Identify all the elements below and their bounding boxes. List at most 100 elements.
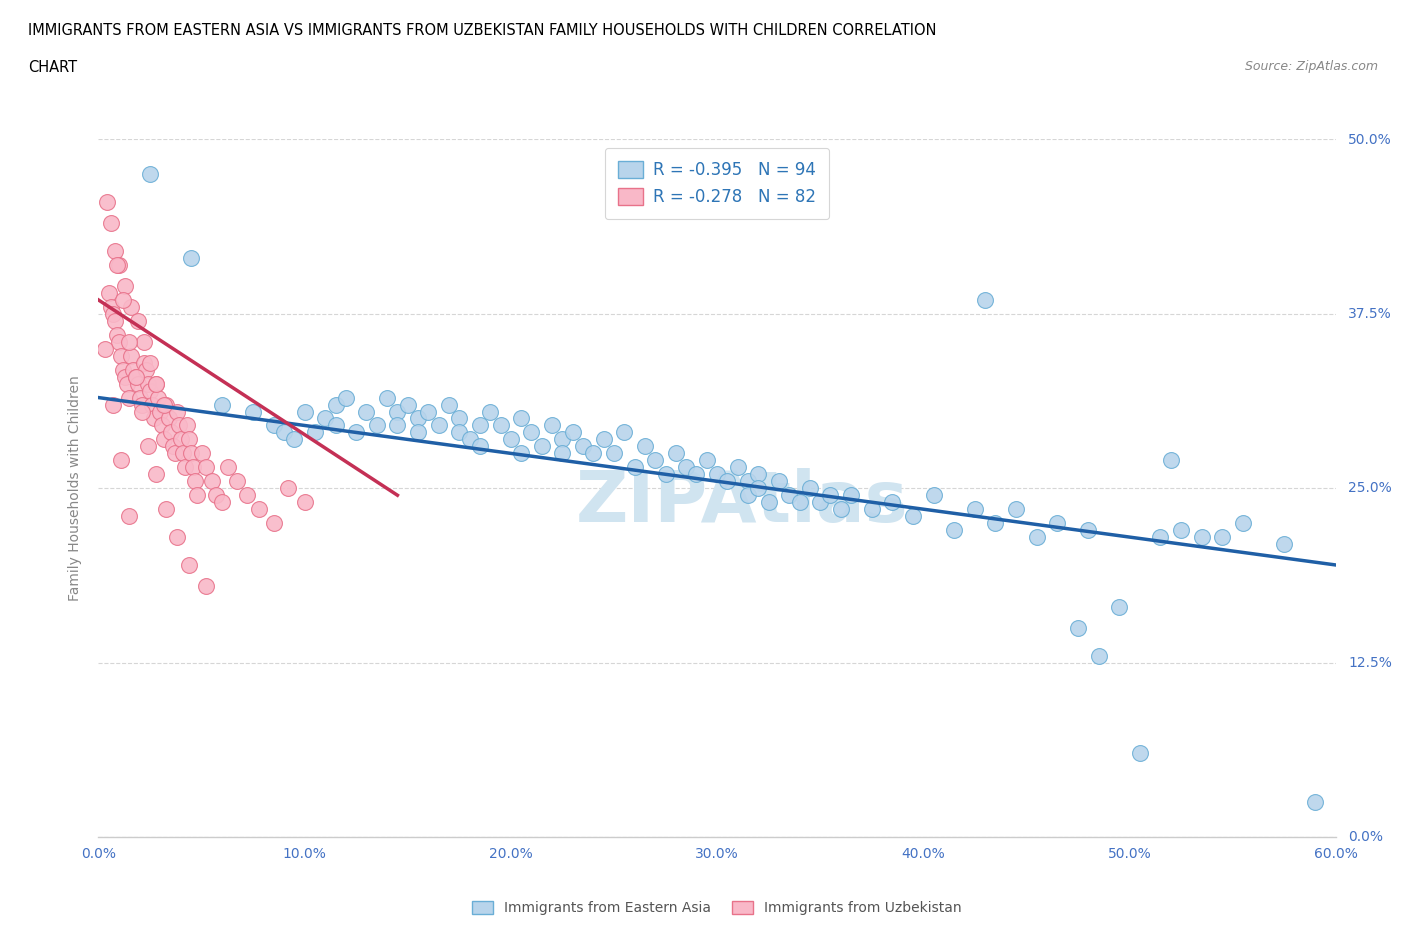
Point	[654, 467, 676, 482]
Point	[124, 369, 146, 384]
Point	[1067, 620, 1090, 635]
Point	[427, 418, 450, 433]
Point	[225, 474, 247, 489]
Point	[418, 404, 440, 418]
Point	[839, 488, 862, 503]
Point	[1046, 515, 1069, 530]
Point	[406, 411, 429, 426]
Point	[737, 474, 759, 489]
Point	[277, 481, 299, 496]
Point	[155, 397, 177, 412]
Point	[167, 418, 190, 433]
Point	[499, 432, 522, 447]
Point	[180, 251, 202, 266]
Point	[211, 397, 233, 412]
Point	[458, 432, 481, 447]
Point	[153, 397, 176, 412]
Point	[143, 411, 166, 426]
Point	[166, 530, 188, 545]
Point	[1211, 530, 1233, 545]
Point	[665, 445, 688, 460]
Point	[127, 313, 149, 328]
Point	[644, 453, 666, 468]
Y-axis label: Family Households with Children: Family Households with Children	[67, 376, 82, 601]
Point	[131, 404, 153, 418]
Text: 0.0%: 0.0%	[1348, 830, 1384, 844]
Point	[768, 474, 790, 489]
Point	[141, 397, 163, 412]
Point	[145, 376, 167, 391]
Point	[922, 488, 945, 503]
Point	[100, 299, 122, 314]
Point	[120, 349, 142, 364]
Point	[758, 495, 780, 510]
Point	[108, 334, 131, 349]
Point	[132, 355, 155, 370]
Point	[366, 418, 388, 433]
Point	[150, 418, 173, 433]
Point	[242, 404, 264, 418]
Point	[112, 293, 135, 308]
Point	[148, 391, 170, 405]
Point	[727, 460, 749, 474]
Point	[860, 502, 883, 517]
Point	[211, 495, 233, 510]
Point	[124, 369, 146, 384]
Point	[984, 515, 1007, 530]
Point	[122, 362, 145, 378]
Point	[437, 397, 460, 412]
Point	[325, 397, 347, 412]
Point	[974, 293, 997, 308]
Text: CHART: CHART	[28, 60, 77, 75]
Point	[139, 355, 162, 370]
Point	[1149, 530, 1171, 545]
Point	[201, 474, 224, 489]
Point	[634, 439, 657, 454]
Point	[479, 404, 502, 418]
Point	[603, 445, 626, 460]
Point	[510, 445, 533, 460]
Point	[449, 425, 471, 440]
Point	[1005, 502, 1028, 517]
Point	[1129, 746, 1152, 761]
Point	[105, 258, 128, 272]
Point	[136, 376, 159, 391]
Point	[449, 411, 471, 426]
Point	[1303, 794, 1326, 809]
Point	[468, 418, 491, 433]
Point	[118, 391, 141, 405]
Point	[582, 445, 605, 460]
Point	[93, 341, 115, 356]
Point	[1087, 648, 1109, 663]
Point	[131, 397, 153, 412]
Point	[613, 425, 636, 440]
Point	[696, 453, 718, 468]
Point	[1170, 523, 1192, 538]
Text: Source: ZipAtlas.com: Source: ZipAtlas.com	[1244, 60, 1378, 73]
Point	[963, 502, 986, 517]
Point	[179, 558, 201, 573]
Point	[541, 418, 564, 433]
Point	[468, 439, 491, 454]
Point	[551, 445, 574, 460]
Point	[100, 216, 122, 231]
Point	[247, 502, 270, 517]
Point	[110, 349, 132, 364]
Point	[530, 439, 553, 454]
Point	[1191, 530, 1213, 545]
Text: 50.0%: 50.0%	[1348, 132, 1392, 147]
Point	[799, 481, 821, 496]
Point	[747, 481, 769, 496]
Point	[135, 362, 157, 378]
Point	[114, 279, 136, 294]
Point	[101, 307, 124, 322]
Point	[172, 445, 194, 460]
Point	[194, 578, 217, 593]
Point	[118, 509, 141, 524]
Text: IMMIGRANTS FROM EASTERN ASIA VS IMMIGRANTS FROM UZBEKISTAN FAMILY HOUSEHOLDS WIT: IMMIGRANTS FROM EASTERN ASIA VS IMMIGRAN…	[28, 23, 936, 38]
Point	[184, 474, 207, 489]
Point	[1077, 523, 1099, 538]
Point	[561, 425, 583, 440]
Point	[675, 460, 697, 474]
Point	[820, 488, 842, 503]
